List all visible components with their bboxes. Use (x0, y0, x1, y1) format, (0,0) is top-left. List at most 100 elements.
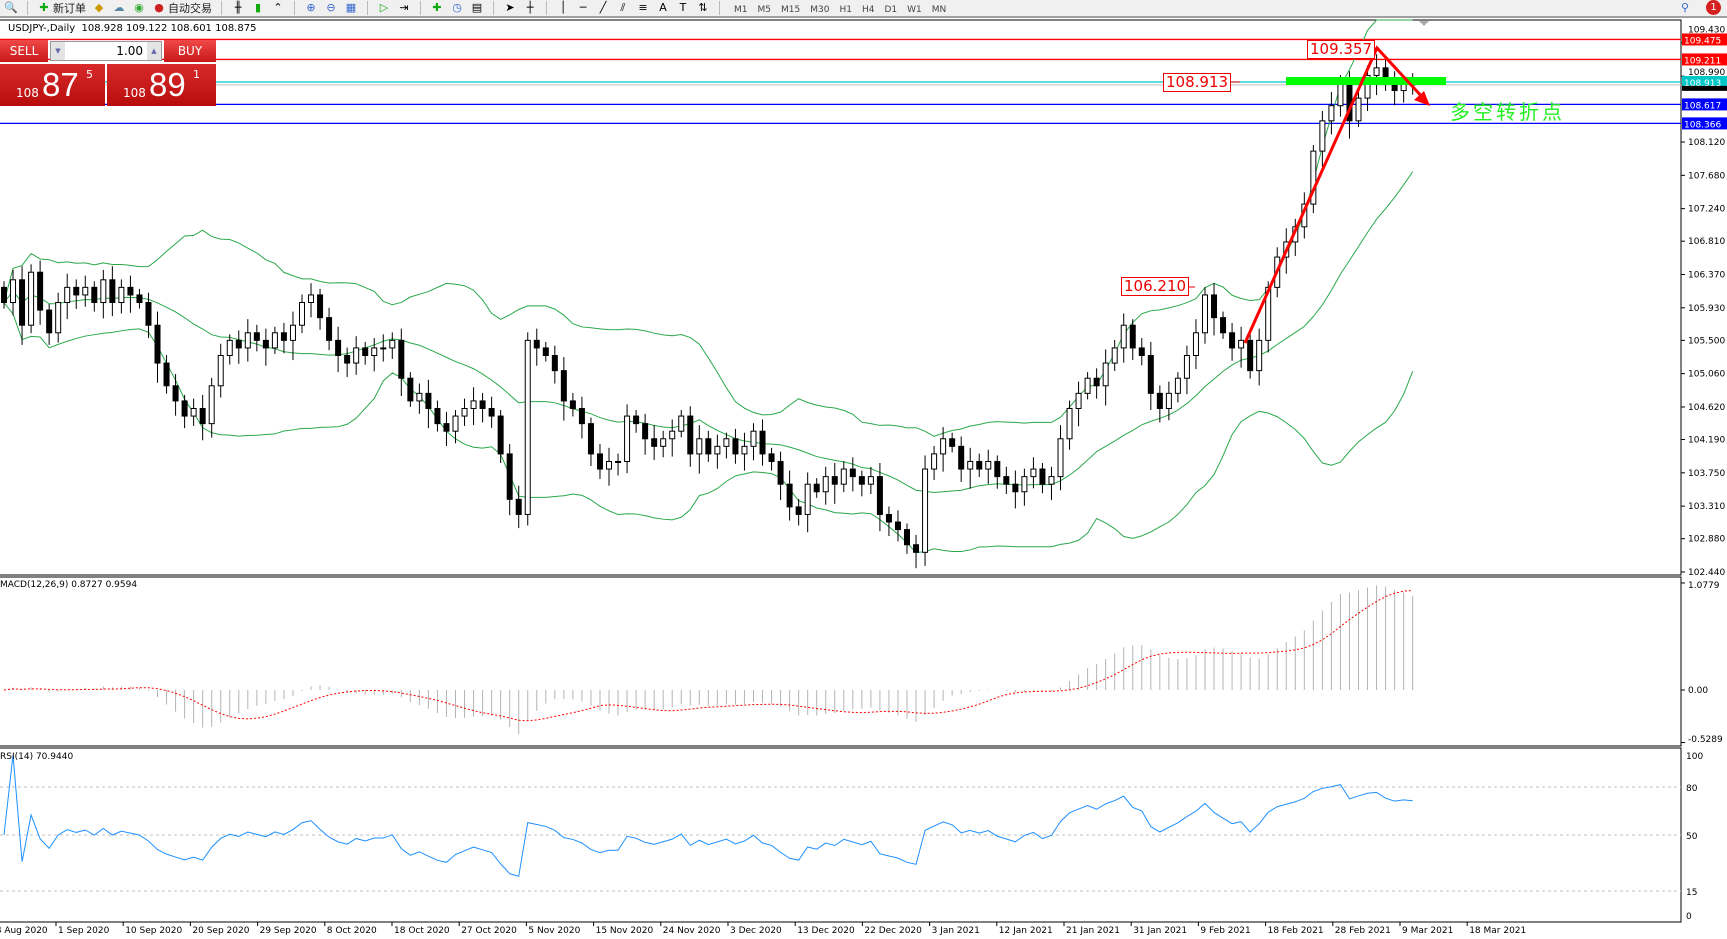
candle-body (470, 400, 477, 409)
candle (1012, 470, 1019, 509)
low-price-label[interactable]: 106.210 (1121, 277, 1190, 296)
candle-body (606, 460, 613, 470)
candle (651, 425, 658, 460)
trendline-icon[interactable]: ╱ (599, 1, 607, 14)
candle-chart-icon[interactable]: ▮ (254, 1, 262, 14)
sell-button[interactable]: SELL (0, 40, 48, 62)
date-label: 5 Nov 2020 (528, 926, 581, 936)
candle (488, 396, 495, 428)
candle (1102, 349, 1109, 406)
bid-price-button[interactable]: 108 87 5 (0, 64, 105, 106)
candle-body (705, 438, 712, 455)
timeframe-d1[interactable]: D1 (884, 4, 898, 15)
signal-icon[interactable]: ◉ (134, 1, 144, 14)
chart-title: USDJPY-,Daily 108.928 109.122 108.601 10… (8, 23, 256, 34)
horizontal-line-icon[interactable]: ─ (579, 1, 587, 14)
lot-value[interactable]: 1.00 (116, 44, 143, 58)
high-price-label[interactable]: 109.357 (1307, 40, 1376, 59)
fibonacci-icon[interactable]: ≡ (638, 1, 648, 14)
candle-body (380, 347, 387, 350)
candle (560, 357, 567, 421)
candle (949, 432, 956, 453)
cursor-icon[interactable]: ➤ (505, 1, 515, 14)
candle (91, 281, 98, 312)
candle (1310, 145, 1317, 214)
pivot-text[interactable]: 多空转折点 (1450, 100, 1565, 124)
candle (10, 269, 17, 316)
candle (1093, 368, 1100, 399)
candle (885, 506, 892, 537)
text-icon[interactable]: A (659, 1, 667, 14)
zoom-out-icon[interactable]: ⊖ (326, 1, 336, 14)
price-tick-label: 103.310 (1688, 502, 1725, 512)
price-tick-label: 108.990 (1688, 68, 1725, 78)
notification-badge[interactable]: 1 (1706, 0, 1721, 15)
crosshair-icon[interactable]: ┼ (526, 1, 534, 14)
periods-icon[interactable]: ◷ (452, 1, 462, 14)
level-price-label[interactable]: 108.913 (1163, 73, 1232, 92)
buy-button[interactable]: BUY (164, 40, 216, 62)
timeframe-h1[interactable]: H1 (839, 4, 852, 15)
candle (913, 534, 920, 569)
decrease-lot-icon[interactable]: ▼ (51, 42, 65, 60)
rsi-tick-label: 80 (1686, 784, 1698, 794)
auto-trading-button[interactable]: ● 自动交易 (152, 0, 212, 16)
candle (768, 447, 775, 471)
candle (678, 410, 685, 438)
candle-body (651, 438, 658, 447)
timeframe-w1[interactable]: W1 (907, 4, 922, 15)
candle-body (344, 354, 351, 364)
timeframe-m5[interactable]: M5 (757, 4, 772, 15)
candle-body (714, 445, 721, 455)
price-line-tag-label: 108.366 (1684, 120, 1721, 130)
cloud-icon[interactable]: ☁ (113, 1, 125, 14)
price-line-tag (1682, 33, 1727, 46)
zoom-icon[interactable]: 🔍 (4, 1, 18, 14)
date-label: 31 Jan 2021 (1133, 926, 1188, 936)
auto-scroll-icon[interactable]: ▷ (379, 1, 389, 14)
search-icon[interactable]: ⚲ (1680, 0, 1690, 14)
candle-body (1039, 468, 1046, 485)
gold-icon[interactable]: ◆ (94, 1, 104, 14)
macd-signal-line (3, 589, 1413, 722)
candle-body (371, 347, 378, 356)
chart-shift-icon[interactable]: ⇥ (399, 1, 409, 14)
price-line-tag (1682, 98, 1727, 111)
channel-icon[interactable]: ⫽ (620, 1, 626, 14)
candle (876, 462, 883, 532)
separator (367, 1, 368, 15)
candle (578, 396, 585, 439)
candle (696, 425, 703, 474)
candle (73, 279, 80, 309)
candle (759, 419, 766, 466)
candle (235, 330, 242, 364)
line-chart-icon[interactable]: ⌃ (273, 1, 283, 14)
separator (493, 1, 494, 15)
timeframe-mn[interactable]: MN (931, 4, 947, 15)
lot-size-input[interactable]: ▼ 1.00 ▲ (50, 41, 162, 61)
vertical-line-icon[interactable]: │ (559, 1, 567, 14)
candle-body (1048, 476, 1055, 485)
increase-lot-icon[interactable]: ▲ (147, 42, 161, 60)
ask-price-button[interactable]: 108 89 1 (107, 64, 216, 106)
price-line-tag-label: 108.617 (1684, 101, 1721, 111)
bar-chart-icon[interactable]: ╫ (234, 1, 242, 14)
zoom-in-icon[interactable]: ⊕ (306, 1, 316, 14)
label-icon[interactable]: T (679, 1, 687, 14)
candle-body (461, 407, 468, 417)
indicators-icon[interactable]: ✚ (432, 1, 442, 14)
timeframe-m30[interactable]: M30 (810, 4, 830, 15)
timeframe-m1[interactable]: M1 (734, 4, 748, 15)
timeframe-m15[interactable]: M15 (781, 4, 801, 15)
new-order-button[interactable]: ✚ 新订单 (37, 0, 86, 16)
candle (127, 275, 134, 313)
tile-windows-icon[interactable]: ▦ (345, 1, 357, 14)
templates-icon[interactable]: ▤ (471, 1, 483, 14)
arrows-icon[interactable]: ⇅ (698, 1, 708, 14)
ask-prefix: 108 (123, 86, 146, 100)
candle (398, 328, 405, 396)
timeframe-h4[interactable]: H4 (861, 4, 875, 15)
candle (542, 341, 549, 362)
candle-body (443, 423, 450, 432)
